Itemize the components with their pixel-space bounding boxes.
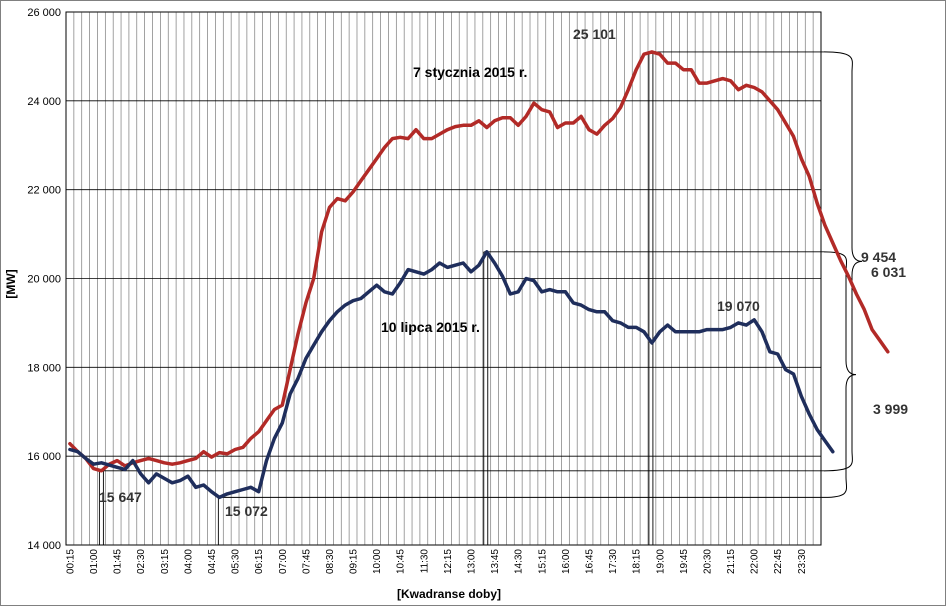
- brace-range-january: [823, 51, 863, 472]
- x-tick-label: 04:00: [183, 549, 194, 574]
- annotation-peak-difference: 6 031: [871, 264, 906, 280]
- x-tick-label: 22:45: [773, 549, 784, 574]
- range-brackets: [98, 51, 863, 545]
- annotation-range-january: 9 454: [861, 249, 896, 265]
- x-tick-label: 18:15: [632, 549, 643, 574]
- x-tick-label: 23:30: [797, 549, 808, 574]
- x-tick-label: 02:30: [136, 549, 147, 574]
- x-tick-label: 12:15: [443, 549, 454, 574]
- x-tick-label: 16:45: [584, 549, 595, 574]
- y-tick-label: 14 000: [27, 540, 61, 552]
- y-tick-label: 22 000: [27, 185, 61, 197]
- x-tick-label: 15:15: [537, 549, 548, 574]
- x-tick-label: 00:15: [65, 549, 76, 574]
- series-label-july: 10 lipca 2015 r.: [381, 319, 480, 335]
- annotation-peak-january: 25 101: [573, 26, 616, 42]
- x-axis-title: [Kwadranse doby]: [397, 587, 501, 601]
- x-tick-label: 09:15: [349, 549, 360, 574]
- y-tick-label: 16 000: [27, 451, 61, 463]
- annotation-peak-july: 19 070: [717, 298, 760, 314]
- brace-range-july: [823, 251, 857, 498]
- x-tick-label: 20:30: [702, 549, 713, 574]
- x-tick-label: 22:00: [750, 549, 761, 574]
- series-layer: [68, 50, 890, 500]
- tick-labels: 14 000 16 000 18 000 20 000 22 000 24 000 26 0…: [27, 7, 807, 574]
- x-tick-label: 07:45: [301, 549, 312, 574]
- x-tick-label: 04:45: [207, 549, 218, 574]
- x-tick-label: 05:30: [231, 549, 242, 574]
- series-line-july: [68, 250, 835, 500]
- x-tick-label: 01:00: [89, 549, 100, 574]
- x-tick-label: 13:45: [490, 549, 501, 574]
- x-tick-label: 13:00: [467, 549, 478, 574]
- x-tick-label: 16:00: [561, 549, 572, 574]
- x-tick-label: 19:45: [679, 549, 690, 574]
- y-tick-label: 26 000: [27, 7, 61, 19]
- x-tick-label: 21:15: [726, 549, 737, 574]
- series-line-january: [68, 50, 890, 473]
- y-axis-title: [MW]: [4, 269, 18, 298]
- annotation-min-july: 15 072: [225, 503, 268, 519]
- x-tick-label: 14:30: [514, 549, 525, 574]
- x-tick-label: 10:00: [372, 549, 383, 574]
- x-tick-label: 10:45: [396, 549, 407, 574]
- series-label-january: 7 stycznia 2015 r.: [413, 64, 527, 80]
- x-tick-label: 06:15: [254, 549, 265, 574]
- y-tick-label: 24 000: [27, 96, 61, 108]
- x-tick-label: 11:30: [419, 549, 430, 574]
- x-tick-label: 07:00: [278, 549, 289, 574]
- annotation-min-january: 15 647: [99, 489, 142, 505]
- annotation-range-july: 3 999: [873, 401, 908, 417]
- grid: [65, 11, 822, 546]
- x-tick-label: 19:00: [655, 549, 666, 574]
- y-tick-label: 18 000: [27, 362, 61, 374]
- x-tick-label: 01:45: [113, 549, 124, 574]
- x-tick-label: 08:30: [325, 549, 336, 574]
- y-tick-label: 20 000: [27, 274, 61, 286]
- x-tick-label: 17:30: [608, 549, 619, 574]
- x-tick-label: 03:15: [160, 549, 171, 574]
